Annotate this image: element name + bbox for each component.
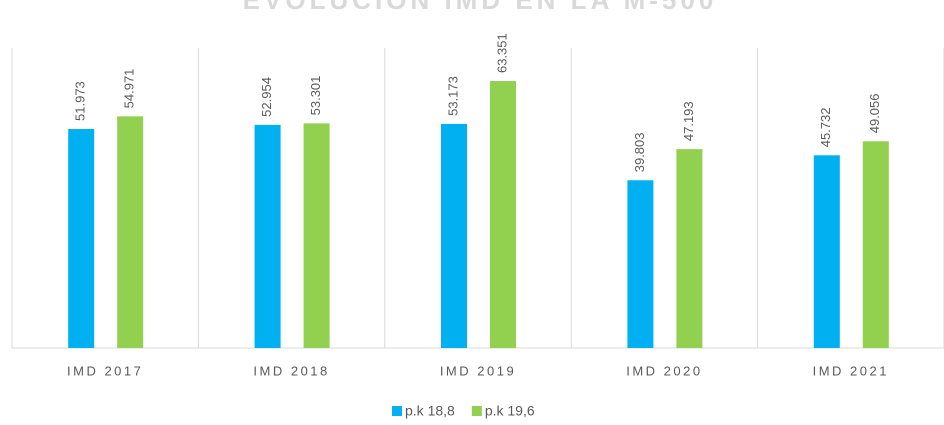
bar (303, 123, 330, 348)
legend-label: p.k 18,8 (405, 403, 455, 419)
x-tick-label: IMD 2020 (626, 363, 702, 378)
data-label: 47.193 (681, 101, 696, 141)
bar (813, 155, 840, 348)
data-label: 52.954 (259, 77, 274, 117)
data-label: 45.732 (818, 108, 833, 148)
bar (254, 124, 281, 348)
chart-title: EVOLUCIÓN IMD EN LA M-500 (243, 0, 718, 15)
legend-swatch (392, 406, 402, 416)
data-label: 53.301 (308, 76, 323, 116)
legend-swatch (471, 406, 482, 416)
data-label: 53.173 (445, 76, 460, 116)
x-tick-label: IMD 2018 (253, 363, 329, 378)
x-tick-label: IMD 2019 (440, 363, 516, 378)
bar (862, 141, 889, 348)
bar (676, 149, 703, 348)
bar (441, 123, 467, 348)
data-label: 54.971 (122, 69, 137, 109)
data-label: 39.803 (632, 132, 647, 172)
bar (68, 128, 95, 348)
x-tick-label: IMD 2017 (67, 363, 143, 378)
x-tick-label: IMD 2021 (813, 363, 889, 378)
data-label: 49.056 (867, 93, 882, 133)
data-label: 63.351 (494, 33, 509, 73)
bar (117, 116, 144, 348)
legend-label: p.k 19,6 (485, 403, 535, 419)
bar (627, 180, 654, 348)
data-label: 51.973 (73, 81, 88, 121)
bar (490, 81, 516, 348)
